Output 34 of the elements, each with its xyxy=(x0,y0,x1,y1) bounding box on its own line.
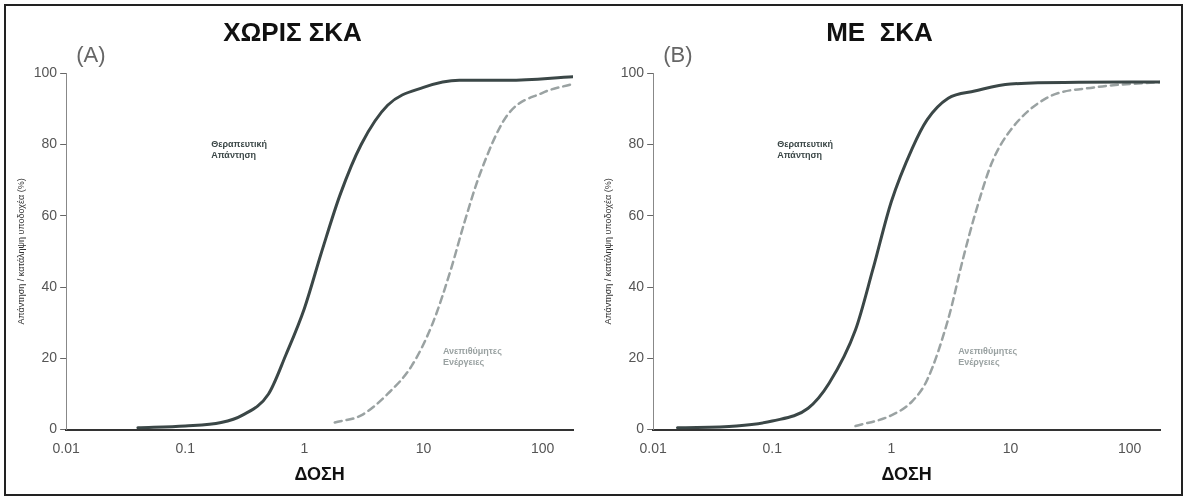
y-tick-label: 80 xyxy=(41,135,58,152)
series-label: Ανεπιθύμητες Ενέργειες xyxy=(958,345,1018,367)
y-tick-label: 20 xyxy=(41,349,58,366)
y-tick-label: 40 xyxy=(628,277,645,294)
text: (A) xyxy=(76,42,106,68)
chart-title: ΜΕ ΣΚΑ xyxy=(826,16,934,47)
x-tick-label: 1 xyxy=(887,439,896,456)
y-tick-label: 60 xyxy=(41,206,58,223)
y-tick-label: 0 xyxy=(636,420,645,437)
y-tick-label: 40 xyxy=(41,277,58,294)
x-tick-label: 0.01 xyxy=(639,439,667,456)
text: Θεραπευτική Απάντηση xyxy=(777,138,834,160)
y-axis-title: Απάντηση / κατάληψη υποδοχέα (%) xyxy=(15,178,26,325)
y-tick-label: 100 xyxy=(33,64,58,81)
text: (B) xyxy=(663,42,693,68)
text: Ανεπιθύμητες Ενέργειες xyxy=(442,345,503,367)
x-tick-label: 0.1 xyxy=(175,439,196,456)
x-tick-label: 10 xyxy=(1002,439,1019,456)
text: Θεραπευτική Απάντηση xyxy=(211,138,268,160)
y-tick-label: 60 xyxy=(628,206,645,223)
x-tick-label: 100 xyxy=(1117,439,1142,456)
chart-title: ΧΩΡΙΣ ΣΚΑ xyxy=(223,16,363,47)
y-tick-label: 80 xyxy=(628,135,645,152)
x-axis-title: ΔΟΣΗ xyxy=(881,464,932,485)
x-axis-title: ΔΟΣΗ xyxy=(294,464,345,485)
y-tick-label: 0 xyxy=(49,420,58,437)
x-tick-label: 1 xyxy=(300,439,309,456)
y-axis-title: Απάντηση / κατάληψη υποδοχέα (%) xyxy=(602,178,613,325)
y-tick-label: 20 xyxy=(628,349,645,366)
x-tick-label: 0.01 xyxy=(52,439,80,456)
x-tick-label: 100 xyxy=(530,439,555,456)
x-tick-label: 0.1 xyxy=(762,439,783,456)
x-tick-label: 10 xyxy=(415,439,432,456)
y-tick-label: 100 xyxy=(620,64,645,81)
